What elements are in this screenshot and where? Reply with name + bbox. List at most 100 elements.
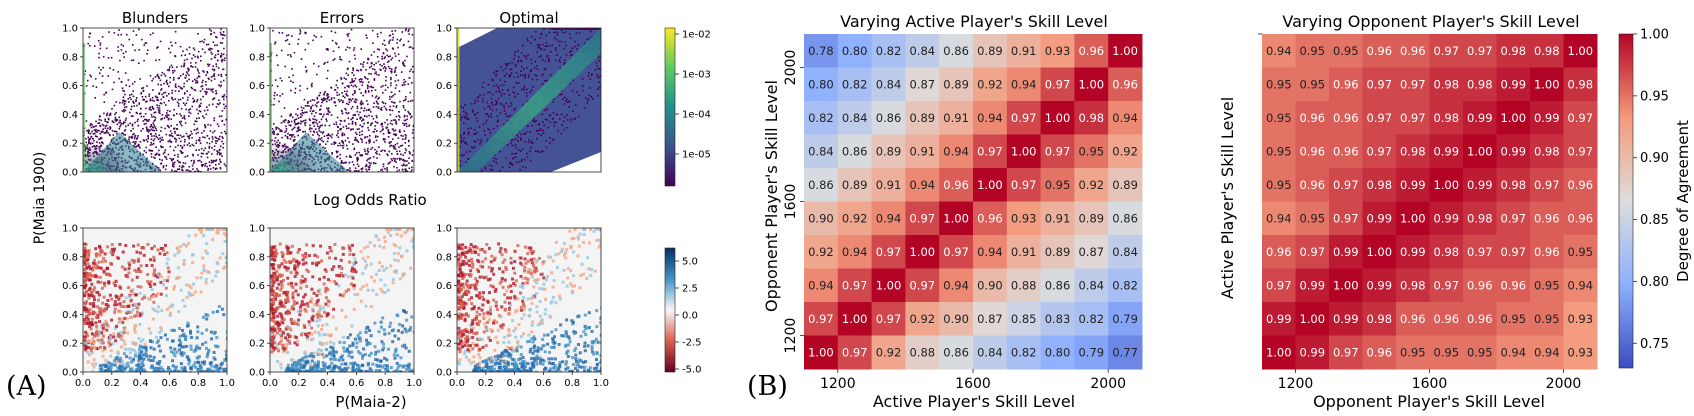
cell-value: 0.97 — [1299, 245, 1325, 259]
cell-value: 0.97 — [1433, 44, 1459, 58]
heatmap-cell — [905, 34, 940, 68]
cell-value: 0.96 — [1078, 44, 1104, 58]
heatmap-cell — [1329, 268, 1363, 303]
cell-value: 0.95 — [1045, 178, 1071, 192]
heatmap-cell — [1006, 302, 1042, 336]
cell-value: 0.89 — [943, 77, 969, 91]
heatmap-cell — [1040, 302, 1075, 336]
cell-value: 0.82 — [808, 111, 834, 125]
x-tick-label: 0.2 — [291, 378, 307, 389]
y-tick-label: 0.2 — [62, 339, 78, 350]
cell-value: 0.97 — [1433, 278, 1459, 292]
heatmap-cell — [1396, 201, 1430, 236]
heatmap-cell — [1496, 34, 1531, 68]
cell-value: 0.99 — [1500, 77, 1526, 91]
heatmap-cell — [1563, 335, 1598, 370]
x-tick-label: 0.8 — [377, 378, 393, 389]
heatmap-cell — [1530, 335, 1564, 370]
log-odds-title: Log Odds Ratio — [313, 191, 427, 209]
heatmap-cell — [1074, 335, 1109, 370]
cell-value: 1.00 — [808, 345, 834, 359]
heatmap1-title: Varying Active Player's Skill Level — [840, 12, 1108, 31]
cell-value: 1.00 — [1500, 111, 1526, 125]
heatmap-cell — [973, 201, 1008, 236]
cell-value: 0.95 — [1333, 44, 1359, 58]
heatmap-cell — [837, 34, 873, 68]
cell-value: 0.84 — [876, 77, 902, 91]
log-odds-plot — [456, 227, 602, 373]
heatmap-cell — [1074, 201, 1109, 236]
cell-value: 0.94 — [977, 245, 1003, 259]
heatmap2-title: Varying Opponent Player's Skill Level — [1282, 12, 1579, 31]
cell-value: 0.93 — [1011, 211, 1037, 225]
heatmap-cell — [939, 268, 974, 303]
heatmap-cell — [1108, 101, 1143, 135]
heatmap-cell — [1295, 268, 1330, 303]
cell-value: 0.97 — [1333, 178, 1359, 192]
heatmap-cell — [1108, 201, 1143, 236]
heatmap-cell — [837, 67, 873, 102]
heatmap-cell — [1429, 101, 1464, 135]
y-tick-label: 0.0 — [62, 168, 78, 179]
cell-value: 0.97 — [1333, 345, 1359, 359]
heatmap-cell — [1362, 201, 1397, 236]
panel-b: (B) Varying Active Player's Skill Level … — [747, 12, 1692, 411]
cell-value: 0.97 — [876, 245, 902, 259]
heatmap-cell — [1496, 101, 1531, 135]
heatmap-cell — [1396, 268, 1430, 303]
cell-value: 0.95 — [1299, 211, 1325, 225]
cell-value: 0.99 — [1366, 211, 1392, 225]
heatmap-cell — [939, 235, 974, 269]
heatmap-cell — [1074, 168, 1109, 202]
cell-value: 0.95 — [1467, 345, 1493, 359]
heatmap-cell — [1563, 235, 1598, 269]
heatmap-cell — [1295, 67, 1330, 102]
heatmap-cell — [1108, 235, 1143, 269]
heatmap-cell — [1429, 168, 1464, 202]
heatmap-cell — [1463, 268, 1497, 303]
heatmap-cell — [1262, 302, 1296, 336]
y-tick-label: 1.0 — [249, 224, 265, 235]
heatmap-cell — [1074, 134, 1109, 169]
heatmap-cell — [871, 67, 906, 102]
heatmap1-ylabel: Opponent Player's Skill Level — [762, 80, 781, 312]
cell-value: 0.99 — [1400, 245, 1426, 259]
heatmap-cell — [905, 67, 940, 102]
cell-value: 0.94 — [943, 144, 969, 158]
cell-value: 0.96 — [1366, 44, 1392, 58]
cell-value: 0.98 — [1567, 77, 1593, 91]
hist-title: Blunders — [122, 9, 188, 27]
heatmap-cell — [1362, 268, 1397, 303]
cell-value: 0.94 — [1266, 44, 1292, 58]
cell-value: 1.00 — [1333, 278, 1359, 292]
heatmap-cell — [1563, 134, 1598, 169]
heatmap-cell — [1006, 335, 1042, 370]
heatmap-cell — [1262, 34, 1296, 68]
heatmap-cell — [1463, 302, 1497, 336]
cell-value: 0.86 — [1112, 211, 1138, 225]
heatmap-cell — [1563, 101, 1598, 135]
cell-value: 0.98 — [1366, 178, 1392, 192]
y-tick-label: 0.0 — [62, 368, 78, 379]
heatmap-cell — [1262, 134, 1296, 169]
heatmap-cell — [1362, 302, 1397, 336]
log-odds-colorbar-tick: -2.5 — [682, 338, 702, 349]
cell-value: 0.94 — [909, 178, 935, 192]
agreement-colorbar-tick: 1.00 — [1640, 28, 1669, 43]
cell-value: 0.94 — [943, 278, 969, 292]
cell-value: 0.98 — [1366, 312, 1392, 326]
cell-value: 0.95 — [1534, 278, 1560, 292]
heatmap-cell — [1463, 335, 1497, 370]
cell-value: 0.91 — [943, 111, 969, 125]
cell-value: 0.87 — [909, 77, 935, 91]
cell-value: 0.96 — [1467, 278, 1493, 292]
cell-value: 0.97 — [909, 278, 935, 292]
heatmap-cell — [1362, 335, 1397, 370]
cell-value: 0.97 — [1500, 245, 1526, 259]
cell-value: 1.00 — [1299, 312, 1325, 326]
agreement-colorbar-tick: 0.80 — [1640, 275, 1669, 290]
heatmap-cell — [1496, 134, 1531, 169]
heatmap-cell — [973, 168, 1008, 202]
cell-value: 0.79 — [1078, 345, 1104, 359]
cell-value: 1.00 — [1534, 77, 1560, 91]
